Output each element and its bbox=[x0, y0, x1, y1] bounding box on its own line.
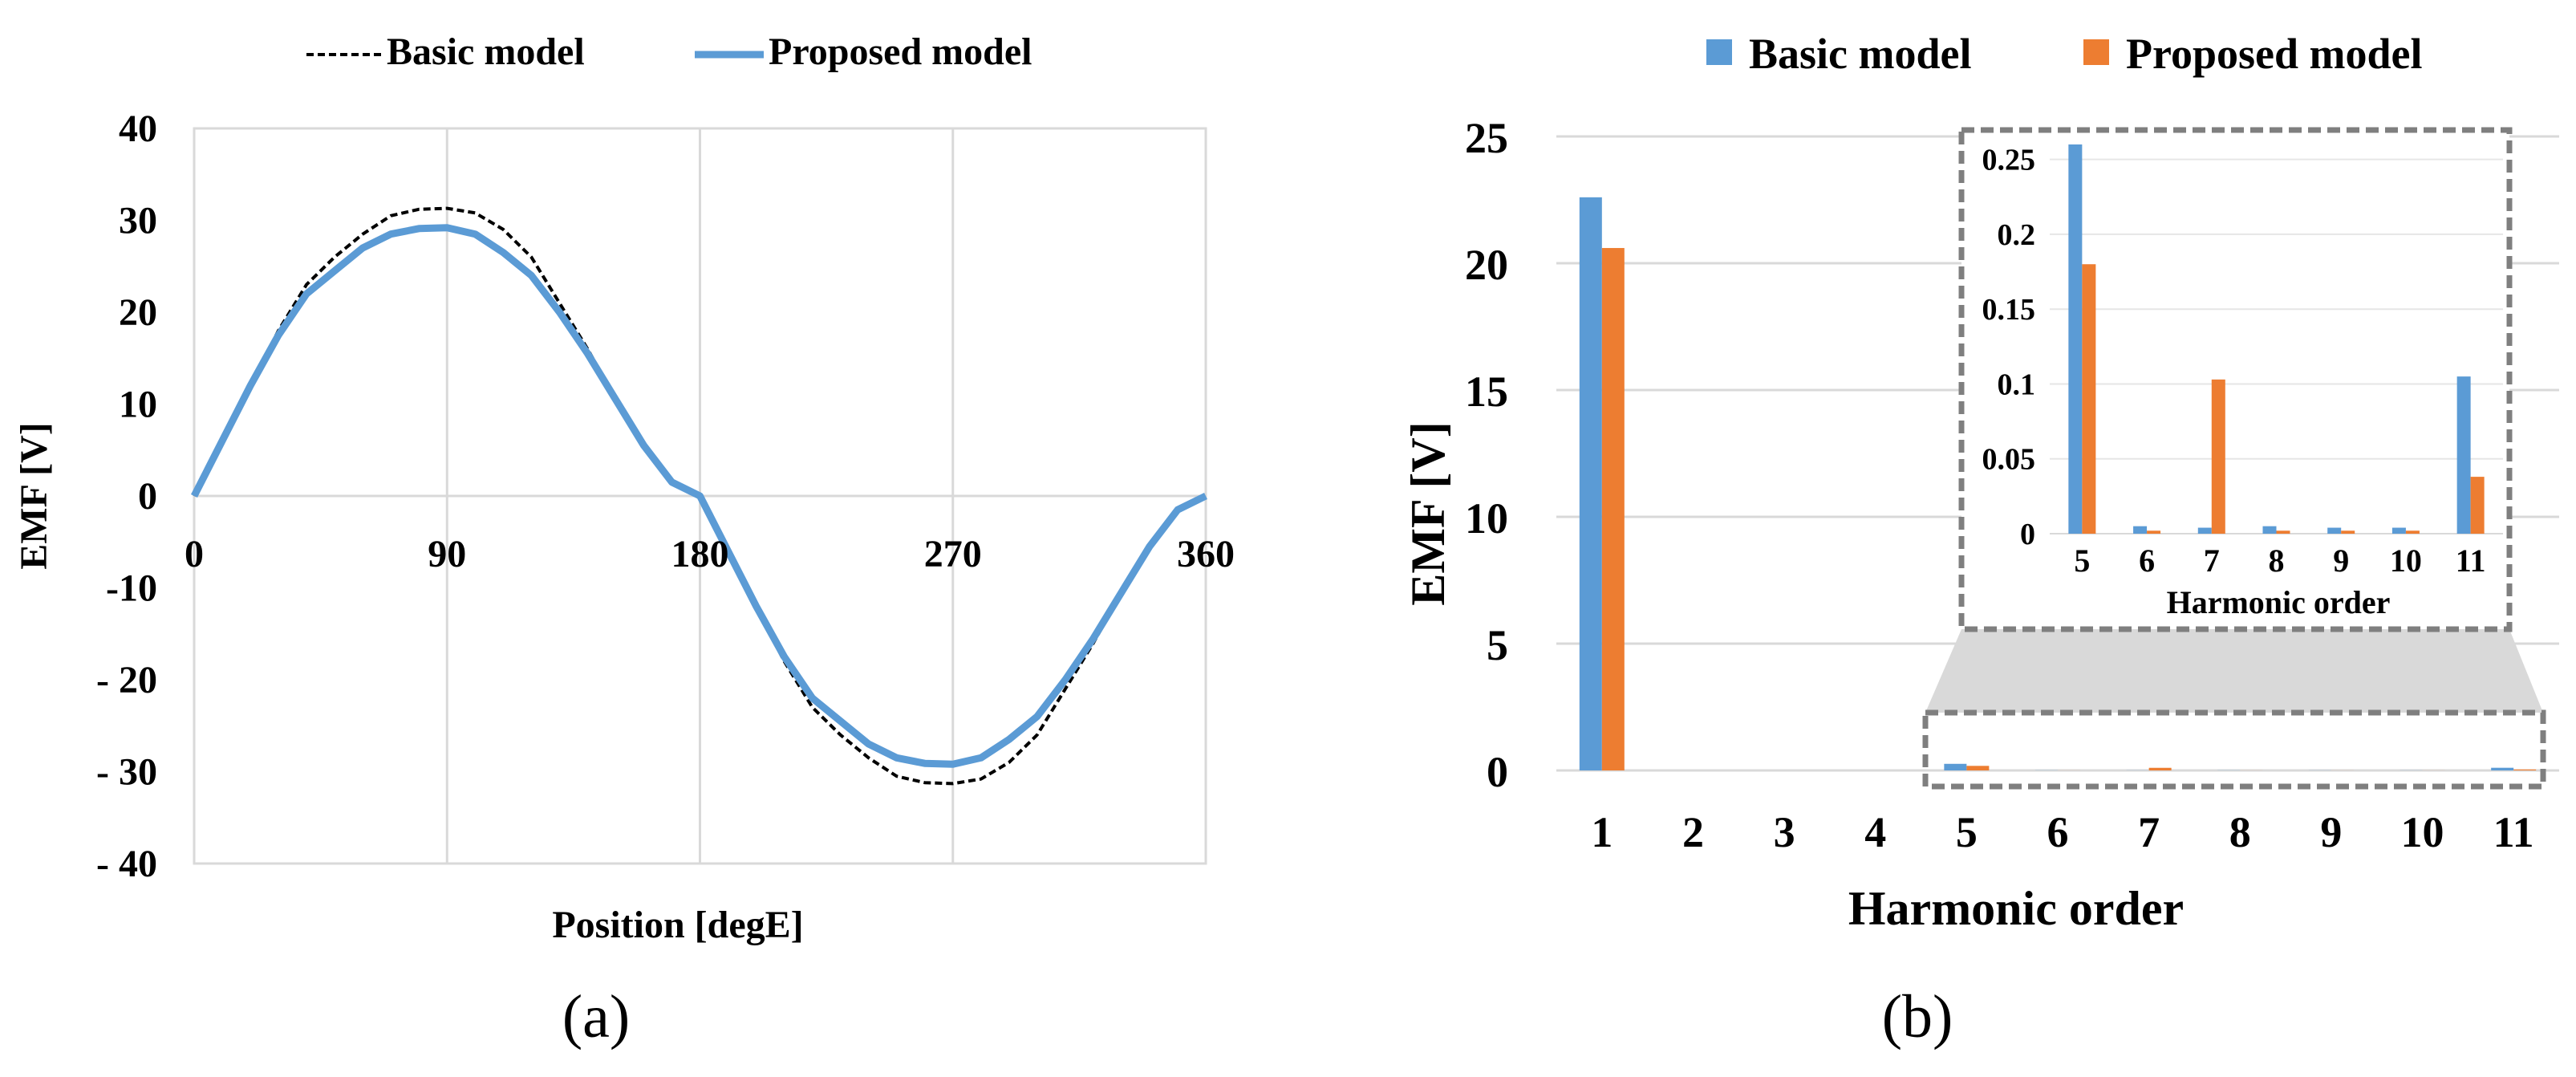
x-tick-label-b: 7 bbox=[2138, 808, 2160, 856]
inset-x-tick-label: 7 bbox=[2204, 543, 2220, 579]
y-tick-label-a: - 40 bbox=[96, 843, 157, 885]
x-axis-label-b: Harmonic order bbox=[1848, 882, 2184, 935]
inset-x-axis-label: Harmonic order bbox=[2167, 584, 2391, 620]
x-tick-label-b: 6 bbox=[2047, 808, 2069, 856]
x-tick-label-b: 9 bbox=[2320, 808, 2342, 856]
inset-x-tick-label: 5 bbox=[2074, 543, 2090, 579]
y-tick-label-a: 30 bbox=[119, 200, 157, 242]
series-line-proposed-model bbox=[190, 224, 1207, 768]
y-ticks-a: 40 30 20 10 0 -10 - 20 - 30 - 40 bbox=[96, 108, 157, 885]
inset-y-tick-label: 0.2 bbox=[1998, 218, 2036, 252]
inset-y-tick-label: 0.25 bbox=[1982, 144, 2036, 177]
y-tick-label-a: -10 bbox=[106, 567, 157, 610]
x-tick-label-b: 3 bbox=[1774, 808, 1795, 856]
bar-proposed-model-h5 bbox=[1966, 766, 1990, 770]
bar-proposed-model-h1 bbox=[1601, 248, 1625, 770]
bars-b bbox=[1579, 197, 2537, 771]
inset-x-tick-label: 8 bbox=[2269, 543, 2285, 579]
x-tick-label-a: 270 bbox=[924, 533, 982, 575]
x-tick-label-b: 5 bbox=[1956, 808, 1978, 856]
legend-b-swatch-basic bbox=[1706, 39, 1732, 65]
y-tick-label-a: 0 bbox=[138, 475, 157, 518]
x-ticks-a: 0 90 180 270 360 bbox=[185, 533, 1235, 575]
y-tick-label-a: 10 bbox=[119, 384, 157, 426]
series-a bbox=[190, 206, 1207, 786]
inset-bar-basic-model-h8 bbox=[2262, 526, 2277, 534]
inset-chart: 5 6 7 8 9 10 11 0 0.05 0.1 0.15 0.2 0.25 Harmonic o… bbox=[1982, 144, 2503, 620]
inset-bar-proposed-model-h9 bbox=[2341, 530, 2355, 534]
y-tick-label-a: - 20 bbox=[96, 659, 157, 701]
inset-bar-proposed-model-h10 bbox=[2405, 530, 2420, 534]
panel-label-b: (b) bbox=[1882, 983, 1953, 1051]
inset-bar-basic-model-h10 bbox=[2391, 527, 2406, 534]
x-tick-label-b: 11 bbox=[2493, 808, 2534, 856]
x-tick-label-a: 90 bbox=[428, 533, 466, 575]
x-tick-label-b: 10 bbox=[2401, 808, 2444, 856]
x-tick-label-a: 0 bbox=[185, 533, 204, 575]
legend-a-label-basic: Basic model bbox=[387, 30, 585, 73]
panel-b: Basic model Proposed model 1 2 3 4 5 6 7 8 9 10 11… bbox=[1402, 30, 2559, 1051]
y-axis-label-a: EMF [V] bbox=[13, 422, 55, 570]
x-tick-label-b: 4 bbox=[1864, 808, 1886, 856]
y-tick-label-a: 40 bbox=[119, 108, 157, 150]
y-tick-label-b: 15 bbox=[1465, 368, 1508, 416]
inset-x-tick-label: 9 bbox=[2333, 543, 2349, 579]
y-tick-label-b: 20 bbox=[1465, 241, 1508, 289]
x-tick-label-b: 1 bbox=[1591, 808, 1613, 856]
inset-y-ticks: 0 0.05 0.1 0.15 0.2 0.25 bbox=[1982, 144, 2036, 551]
x-ticks-b: 1 2 3 4 5 6 7 8 9 10 11 bbox=[1591, 808, 2533, 856]
bar-basic-model-h5 bbox=[1944, 763, 1967, 770]
inset-y-tick-label: 0 bbox=[2020, 518, 2035, 551]
inset-grid bbox=[2050, 158, 2503, 460]
zoom-connector bbox=[1925, 629, 2543, 713]
y-tick-label-b: 5 bbox=[1487, 621, 1508, 669]
panel-label-a: (a) bbox=[562, 983, 630, 1051]
legend-a: Basic model Proposed model bbox=[306, 30, 1032, 73]
inset-bar-proposed-model-h11 bbox=[2470, 477, 2485, 534]
zoom-source-box bbox=[1922, 709, 2546, 790]
inset-bar-proposed-model-h5 bbox=[2082, 264, 2096, 534]
legend-b: Basic model Proposed model bbox=[1706, 30, 2423, 78]
inset-bar-proposed-model-h6 bbox=[2147, 530, 2161, 534]
inset-bar-proposed-model-h7 bbox=[2211, 379, 2225, 534]
inset-bar-basic-model-h7 bbox=[2197, 527, 2212, 534]
inset-frame bbox=[1958, 127, 2513, 632]
x-tick-label-a: 180 bbox=[671, 533, 729, 575]
y-ticks-b: 0 5 10 15 20 25 bbox=[1465, 114, 1508, 796]
bar-basic-model-h1 bbox=[1579, 197, 1602, 771]
legend-b-swatch-proposed bbox=[2083, 39, 2109, 65]
inset-x-tick-label: 6 bbox=[2139, 543, 2155, 579]
y-tick-label-a: - 30 bbox=[96, 751, 157, 794]
inset-bar-basic-model-h5 bbox=[2068, 144, 2083, 534]
y-tick-label-b: 25 bbox=[1465, 114, 1508, 162]
inset-bar-basic-model-h11 bbox=[2456, 376, 2471, 534]
y-tick-label-b: 10 bbox=[1465, 494, 1508, 543]
x-tick-label-b: 8 bbox=[2229, 808, 2251, 856]
panel-a: Basic model Proposed model 0 90 180 270 360 … bbox=[13, 30, 1235, 1051]
legend-a-label-proposed: Proposed model bbox=[769, 30, 1032, 73]
x-tick-label-b: 2 bbox=[1682, 808, 1704, 856]
inset-x-tick-label: 11 bbox=[2456, 543, 2486, 579]
bar-proposed-model-h7 bbox=[2148, 767, 2172, 770]
y-tick-label-a: 20 bbox=[119, 291, 157, 334]
x-axis-label-a: Position [degE] bbox=[552, 904, 803, 946]
x-tick-label-a: 360 bbox=[1177, 533, 1235, 575]
inset-y-tick-label: 0.05 bbox=[1982, 443, 2036, 477]
legend-b-label-proposed: Proposed model bbox=[2126, 30, 2423, 78]
inset-bar-basic-model-h6 bbox=[2133, 526, 2148, 534]
inset-x-ticks: 5 6 7 8 9 10 11 bbox=[2074, 543, 2485, 579]
inset-bars bbox=[2068, 144, 2485, 534]
y-tick-label-b: 0 bbox=[1487, 748, 1508, 796]
bar-basic-model-h11 bbox=[2491, 767, 2514, 770]
y-axis-label-b: EMF [V] bbox=[1402, 421, 1454, 605]
inset-y-tick-label: 0.15 bbox=[1982, 293, 2036, 327]
inset-x-tick-label: 10 bbox=[2390, 543, 2422, 579]
inset-y-tick-label: 0.1 bbox=[1998, 368, 2036, 401]
inset-bar-basic-model-h9 bbox=[2327, 527, 2342, 534]
legend-b-label-basic: Basic model bbox=[1749, 30, 1972, 78]
inset-bar-proposed-model-h8 bbox=[2276, 530, 2290, 534]
